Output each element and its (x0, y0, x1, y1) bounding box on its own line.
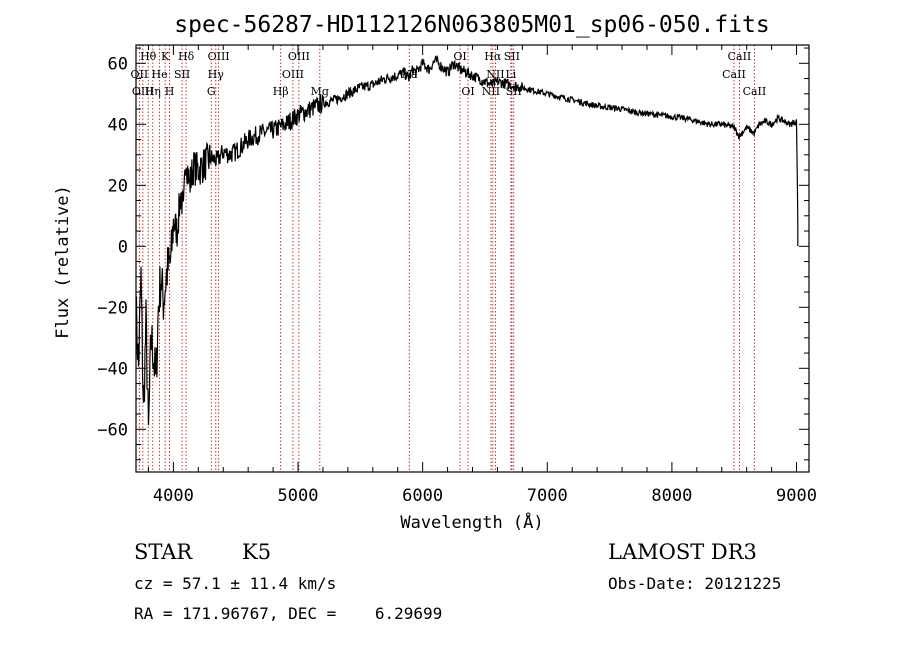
emission-line-label: SII (506, 85, 522, 98)
line-labels: Hθ OII OIII K He Hη Hδ SII H OIII Hγ G OIII OIII Hβ Mg N… (131, 50, 767, 98)
emission-line-label: OIII (288, 50, 310, 63)
emission-line-label: K (161, 50, 170, 63)
emission-line-label: Hβ (273, 85, 289, 98)
x-tick-label: 4000 (153, 486, 194, 506)
coordinates-readout: RA = 171.96767, DEC = 6.29699 (134, 604, 443, 623)
y-tick-label: 20 (108, 176, 128, 196)
emission-line-label: He (152, 68, 168, 81)
y-tick-label: 0 (118, 237, 128, 257)
emission-line-label: NII (486, 68, 504, 81)
object-class: STAR (134, 540, 193, 564)
y-tick-label: 60 (108, 54, 128, 74)
emission-line-label: Mg (311, 85, 329, 98)
x-tick-label: 8000 (651, 486, 692, 506)
emission-line-label: OIII (282, 68, 304, 81)
emission-line-label: Hη (145, 85, 161, 98)
emission-line-label: Na (401, 68, 418, 81)
y-tick-label: −40 (97, 359, 128, 379)
emission-line-label: CaII (728, 50, 752, 63)
emission-line-label: G (207, 85, 216, 98)
emission-line-label: OIII (208, 50, 230, 63)
y-axis-label: Flux (relative) (53, 185, 73, 339)
survey-name: LAMOST DR3 (608, 540, 757, 564)
emission-line-label: CaII (722, 68, 746, 81)
emission-line-label: OIII (132, 85, 154, 98)
emission-line-label: OI (461, 85, 474, 98)
x-axis-label: Wavelength (Å) (400, 511, 543, 533)
emission-line-label: Hα (484, 50, 502, 63)
emission-line-markers (138, 45, 755, 472)
y-tick-label: −60 (97, 420, 128, 440)
flux-series-line (135, 54, 799, 426)
emission-line-label: Hγ (208, 68, 225, 81)
chart-title: spec-56287-HD112126N063805M01_sp06-050.f… (174, 12, 769, 38)
emission-line-label: Hθ (140, 50, 157, 63)
y-tick-label: 40 (108, 115, 128, 135)
emission-line-label: Li (505, 68, 516, 81)
emission-line-label: Hδ (178, 50, 195, 63)
plot-frame (135, 44, 810, 473)
x-tick-label: 7000 (527, 486, 568, 506)
spectrum-chart: spec-56287-HD112126N063805M01_sp06-050.f… (53, 12, 817, 533)
y-tick-label: −20 (97, 298, 128, 318)
emission-line-label: CaII (743, 85, 767, 98)
emission-line-label: OI (453, 50, 466, 63)
emission-line-label: SII (504, 50, 520, 63)
obs-date: Obs-Date: 20121225 (608, 574, 782, 593)
object-subclass: K5 (242, 540, 272, 564)
emission-line-label: SII (174, 68, 190, 81)
y-axis: −60 −40 −20 0 20 40 60 (97, 47, 809, 461)
x-tick-label: 6000 (402, 486, 443, 506)
emission-line-label: NII (482, 85, 500, 98)
x-tick-label: 9000 (776, 486, 817, 506)
emission-line-label: OII (131, 68, 149, 81)
x-axis: 4000 5000 6000 7000 8000 9000 (147, 45, 817, 506)
x-tick-label: 5000 (278, 486, 319, 506)
emission-line-label: H (165, 85, 175, 98)
redshift-readout: cz = 57.1 ± 11.4 km/s (134, 574, 337, 593)
